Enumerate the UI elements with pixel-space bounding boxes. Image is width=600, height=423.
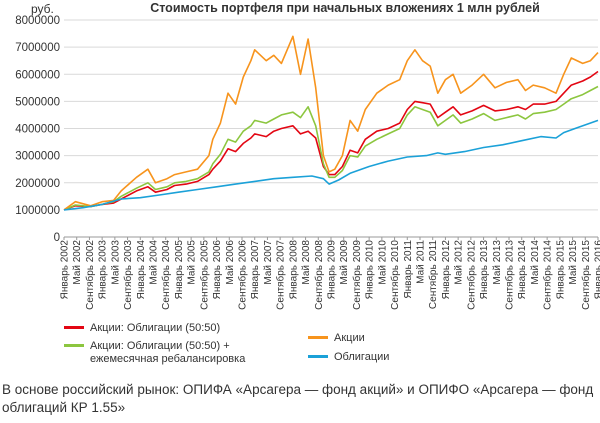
y-tick-label: 4000000 — [15, 124, 60, 136]
legend-item-bonds: Облигации — [308, 351, 389, 364]
x-tick-label: Сентябрь 2003 — [122, 240, 134, 310]
legend-label-bonds: Облигации — [334, 351, 390, 363]
x-tick-label: Май 2012 — [454, 240, 465, 285]
x-tick-label: Май 2005 — [187, 240, 198, 285]
legend-swatch-stocks — [308, 335, 328, 339]
x-tick-label: Январь 2007 — [250, 240, 261, 300]
x-tick-label: Май 2006 — [225, 240, 236, 285]
series-line-4 — [63, 119, 599, 211]
x-tick-label: Сентябрь 2005 — [198, 240, 210, 310]
x-tick-label: Сентябрь 2015 — [580, 240, 592, 310]
x-tick-label: Январь 2012 — [441, 240, 452, 300]
x-tick-label: Сентябрь 2008 — [313, 240, 325, 310]
x-tick-label: Сентябрь 2009 — [351, 240, 363, 310]
x-tick-label: Сентябрь 2004 — [160, 240, 172, 310]
x-tick-label: Сентябрь 2002 — [84, 240, 96, 310]
x-tick-label: Май 2011 — [416, 240, 427, 284]
legend-item-mix: Акции: Облигации (50:50) — [64, 322, 220, 335]
x-tick-label: Сентябрь 2012 — [465, 240, 477, 310]
x-tick-label: Январь 2013 — [479, 240, 490, 300]
portfolio-line-chart: руб. Стоимость портфеля при начальных вл… — [15, 1, 600, 310]
x-tick-label: Январь 2015 — [555, 240, 566, 300]
series-line-2 — [63, 85, 599, 211]
x-tick-label: Май 2015 — [568, 240, 579, 285]
footnote: В основе российский рынок: ОПИФА «Арсаге… — [2, 382, 594, 415]
legend-swatch-bonds — [308, 354, 328, 358]
x-tick-label: Сентябрь 2010 — [389, 240, 401, 310]
legend-swatch-rebalance — [64, 343, 84, 347]
x-tick-label: Май 2003 — [110, 240, 121, 285]
series-lines — [63, 35, 599, 211]
x-tick-label: Январь 2016 — [594, 240, 600, 300]
x-tick-label: Январь 2003 — [98, 240, 109, 300]
legend-label-rebalance: Акции: Облигации (50:50) + ежемесячная р… — [90, 340, 246, 365]
x-tick-label: Январь 2009 — [327, 240, 338, 300]
y-tick-label: 1000000 — [15, 205, 60, 217]
x-tick-label: Январь 2011 — [403, 240, 414, 299]
x-tick-label: Сентябрь 2011 — [427, 240, 439, 310]
series-line-1 — [63, 70, 599, 211]
x-tick-label: Май 2004 — [149, 240, 160, 285]
x-tick-label: Январь 2008 — [288, 240, 299, 300]
x-tick-label: Май 2008 — [301, 240, 312, 285]
x-tick-label: Январь 2002 — [60, 240, 71, 300]
y-tick-label: 7000000 — [15, 42, 60, 54]
series-line-3 — [63, 35, 599, 211]
legend-item-rebalance: Акции: Облигации (50:50) + ежемесячная р… — [64, 340, 245, 366]
x-tick-labels: Январь 2002 Май 2002 Сентябрь 2002 Январь 2… — [60, 237, 600, 310]
y-tick-label: 6000000 — [15, 69, 60, 81]
x-tick-label: Май 2007 — [263, 240, 274, 285]
y-tick-label: 8000000 — [15, 15, 60, 27]
legend-swatch-mix — [64, 325, 84, 329]
y-tick-label: 2000000 — [15, 178, 60, 190]
x-tick-label: Май 2009 — [339, 240, 350, 285]
x-tick-label: Январь 2004 — [136, 240, 147, 300]
x-tick-label: Май 2010 — [377, 240, 388, 285]
gridlines — [64, 19, 598, 238]
x-tick-label: Январь 2006 — [212, 240, 223, 300]
x-tick-label: Май 2013 — [492, 240, 503, 285]
x-tick-label: Сентябрь 2014 — [542, 240, 554, 310]
legend-item-stocks: Акции — [308, 332, 365, 345]
x-tick-label: Январь 2005 — [174, 240, 185, 300]
x-tick-label: Сентябрь 2013 — [504, 240, 516, 310]
chart-title: Стоимость портфеля при начальных вложени… — [150, 1, 540, 15]
y-tick-label: 0 — [54, 232, 60, 244]
legend-label-mix: Акции: Облигации (50:50) — [90, 322, 221, 334]
y-tick-labels: 0 1000000 2000000 3000000 4000000 5000000 6000… — [15, 15, 60, 244]
x-tick-label: Май 2002 — [72, 240, 83, 285]
x-tick-label: Май 2014 — [530, 240, 541, 285]
y-axis-label: руб. — [31, 2, 54, 16]
x-tick-label: Январь 2014 — [517, 240, 528, 300]
y-tick-label: 5000000 — [15, 96, 60, 108]
y-tick-label: 3000000 — [15, 151, 60, 163]
x-tick-label: Сентябрь 2006 — [237, 240, 249, 310]
legend-label-stocks: Акции — [334, 332, 365, 344]
x-tick-label: Сентябрь 2007 — [275, 240, 287, 310]
x-tick-label: Январь 2010 — [365, 240, 376, 300]
